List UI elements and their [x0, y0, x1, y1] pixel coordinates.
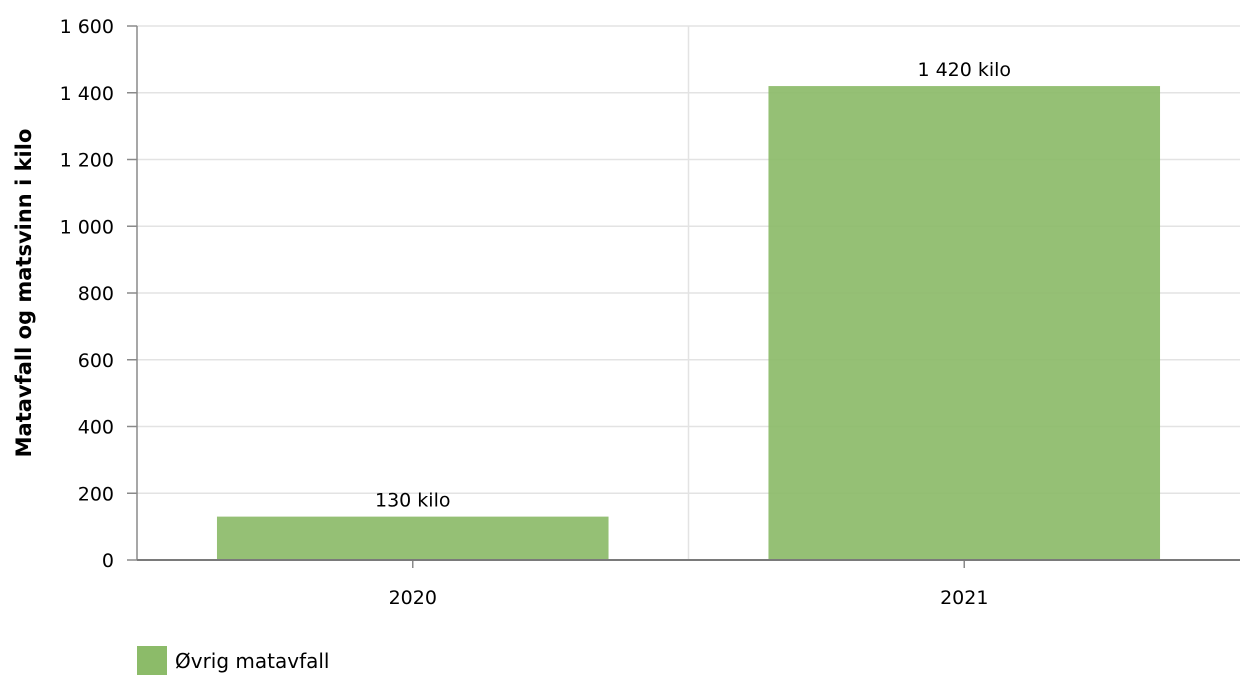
labels: 0 200 400 600 800 1 000 1 200 1 400 1 600 130 kil…	[60, 16, 1011, 609]
data-label: 1 420 kilo	[917, 59, 1011, 81]
grid-lines	[137, 25, 1240, 560]
y-tick-label: 800	[78, 283, 114, 305]
y-tick-label: 1 600	[60, 16, 114, 38]
data-label: 130 kilo	[375, 490, 451, 512]
legend-label[interactable]: Øvrig matavfall	[175, 649, 330, 673]
axes	[127, 25, 1240, 568]
y-axis-title: Matavfall og matsvinn i kilo	[12, 129, 36, 458]
y-tick-label: 0	[102, 550, 114, 572]
bar	[216, 516, 609, 560]
bars	[216, 86, 1161, 560]
y-tick-label: 400	[78, 417, 114, 439]
x-tick-label: 2021	[940, 587, 988, 609]
y-tick-label: 1 200	[60, 150, 114, 172]
y-tick-label: 200	[78, 483, 114, 505]
legend-swatch[interactable]	[137, 646, 167, 675]
x-tick-label: 2020	[389, 587, 437, 609]
y-tick-label: 1 400	[60, 83, 114, 105]
y-tick-label: 600	[78, 350, 114, 372]
y-tick-label: 1 000	[60, 216, 114, 238]
bar	[768, 86, 1161, 560]
legend[interactable]: Øvrig matavfall	[137, 646, 330, 675]
